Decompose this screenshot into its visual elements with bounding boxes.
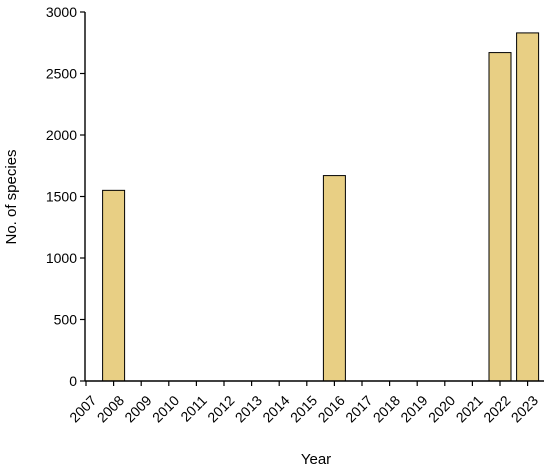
x-tick-label: 2015 — [287, 392, 320, 425]
y-axis: 0 500 1000 1500 2000 2500 3000 — [46, 4, 86, 389]
x-tick-label: 2009 — [121, 392, 154, 425]
bar-2008 — [102, 189, 126, 382]
bar-2022 — [488, 52, 512, 382]
y-tick-label: 2500 — [46, 66, 77, 82]
x-tick-label: 2011 — [177, 392, 210, 425]
x-axis-title: Year — [301, 451, 331, 468]
x-tick-label: 2018 — [370, 392, 403, 425]
y-axis-title: No. of species — [3, 149, 20, 244]
x-tick-label: 2020 — [425, 392, 458, 425]
y-tick-label: 500 — [54, 312, 78, 328]
x-tick-label: 2013 — [232, 392, 265, 425]
x-tick-label: 2010 — [149, 392, 182, 425]
x-tick-label: 2022 — [480, 392, 513, 425]
x-tick-label: 2008 — [94, 392, 127, 425]
y-tick-label: 1500 — [46, 189, 77, 205]
x-tick-label: 2012 — [204, 392, 237, 425]
x-tick-label: 2017 — [342, 392, 375, 425]
x-tick-label: 2007 — [66, 392, 99, 425]
bars-group — [102, 32, 540, 382]
y-tick-label: 1000 — [46, 250, 77, 266]
x-tick-label: 2023 — [508, 392, 541, 425]
x-tick-label: 2019 — [397, 392, 430, 425]
x-axis: 2007200820092010201120122013201420152016… — [66, 380, 544, 426]
y-tick-label: 3000 — [46, 4, 77, 20]
bar-2023 — [516, 32, 540, 382]
x-tick-label: 2014 — [259, 392, 292, 425]
x-tick-label: 2021 — [453, 392, 486, 425]
bar-2016 — [322, 175, 346, 382]
y-tick-label: 2000 — [46, 127, 77, 143]
x-tick-label: 2016 — [315, 392, 348, 425]
y-tick-label: 0 — [69, 373, 77, 389]
